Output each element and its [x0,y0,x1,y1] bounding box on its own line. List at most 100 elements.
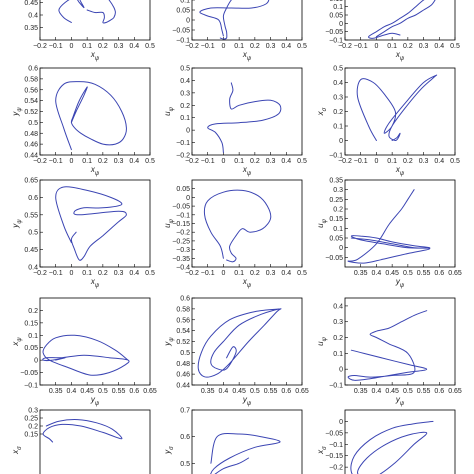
y-tick-label: 0.58 [24,76,38,83]
y-tick-label: −0.25 [172,238,190,245]
x-tick-label: −0.1 [354,158,368,165]
y-tick-label: −0.1 [176,212,190,219]
x-tick-label: −0.2 [33,270,47,277]
subplot-r1-c2: −0.2 −0.1 0 0.1 0.2 0.3 0.4 0.5 −0.1 0 0.1 0.2 0.3 0.… [316,66,460,178]
x-axis-label: xψ [242,277,252,289]
y-tick-label: 0.2 [333,109,343,116]
x-tick-label: 0.4 [129,158,139,165]
y-tick-label: 0.3 [28,408,38,415]
y-tick-label: 0 [186,128,190,135]
x-tick-label: 0.45 [80,388,94,395]
x-tick-label: 0.45 [385,388,399,395]
trajectory-line [210,433,281,474]
x-tick-label: 0.5 [98,388,108,395]
y-tick-label: 0.3 [333,319,343,326]
x-tick-label: 0.6 [434,270,444,277]
x-tick-label: 0.45 [385,270,399,277]
y-axis-label: xψ [11,337,23,347]
subplot-r4-c0: 0.150.20.250.3 xσ [11,408,151,474]
y-tick-label: 0.25 [329,197,343,204]
trajectory-line [203,189,272,263]
y-tick-label: 0.2 [28,308,38,315]
y-tick-label: 0.15 [24,320,38,327]
y-tick-label: 0.5 [180,66,190,73]
y-tick-label: −0.3 [176,247,190,254]
plot-frame [39,297,151,386]
y-tick-label: −0.2 [176,230,190,237]
x-tick-label: 0.1 [234,270,244,277]
y-tick-label: 0.25 [24,416,38,423]
x-axis-label: yψ [242,395,252,407]
y-tick-label: −0.1 [329,38,343,45]
y-tick-label: −0.2 [329,465,343,472]
y-tick-label: 0.44 [24,153,38,160]
y-tick-label: 0.2 [333,335,343,342]
x-tick-label: 0.1 [234,158,244,165]
x-tick-label: 0.35 [49,388,63,395]
plot-frame [344,0,456,41]
x-tick-label: 0.1 [387,158,397,165]
y-axis-label: xσ [316,107,328,116]
trajectory-line [42,334,130,376]
y-tick-label: 0 [34,358,38,365]
y-axis-label: yψ [11,107,23,117]
y-axis-label: uψ [316,336,328,345]
x-tick-label: −0.2 [185,158,199,165]
x-axis-label: xψ [242,165,252,177]
x-tick-label: 0.55 [264,388,278,395]
y-axis-label: xσ [11,446,23,455]
x-tick-label: 0.5 [145,270,155,277]
plot-frame [39,0,151,41]
x-tick-label: 0.5 [297,43,307,50]
y-tick-label: 0.1 [28,333,38,340]
subplot-r0-c0: −0.2 −0.1 0 0.1 0.2 0.3 0.4 0.5 0.35 0.4 0.45 xψ [24,0,155,62]
x-tick-label: 0.4 [372,388,382,395]
y-tick-label: 0.3 [180,90,190,97]
x-tick-label: 0 [221,270,225,277]
y-tick-label: 0.6 [28,66,38,73]
x-tick-label: 0.1 [82,270,92,277]
y-tick-label: 0.45 [24,0,38,7]
y-tick-label: 0.6 [28,195,38,202]
x-axis-label: xψ [90,277,100,289]
y-tick-label: 0.48 [24,131,38,138]
y-axis-label: xσ [316,446,328,455]
x-tick-label: 0.4 [372,270,382,277]
plot-frame [344,67,456,156]
trajectory-line [356,74,438,142]
x-tick-label: −0.1 [201,270,215,277]
x-tick-label: 0.5 [145,43,155,50]
y-axis-label: yψ [163,337,175,347]
y-tick-label: 0.1 [333,4,343,11]
y-tick-label: 0.56 [176,317,190,324]
x-tick-label: 0.2 [98,270,108,277]
x-tick-label: 0.5 [450,43,460,50]
y-tick-label: 0.5 [180,350,190,357]
y-tick-label: 0.2 [333,207,343,214]
x-axis-label: xψ [395,165,405,177]
x-tick-label: 0.2 [98,43,108,50]
x-tick-label: 0.55 [417,388,431,395]
x-tick-label: 0.3 [266,270,276,277]
x-tick-label: −0.2 [185,270,199,277]
y-tick-label: 0.1 [180,115,190,122]
y-tick-label: −0.05 [20,370,38,377]
plot-frame [191,0,303,41]
y-tick-label: 0.52 [176,339,190,346]
subplot-r0-c1: −0.2 −0.1 0 0.1 0.2 0.3 0.4 0.5 −0.1 −0.05 0 0.05 0.… [172,0,307,62]
y-tick-label: 0.35 [24,25,38,32]
y-tick-label: 0.5 [28,230,38,237]
y-tick-label: 0.65 [24,178,38,185]
y-tick-label: −0.1 [329,153,343,160]
x-tick-label: 0.55 [112,388,126,395]
y-axis-label: uψ [163,218,175,227]
y-tick-label: 0 [339,21,343,28]
x-axis-label: xψ [242,50,252,62]
y-tick-label: −0.05 [172,204,190,211]
x-axis-label: xψ [395,50,405,62]
x-tick-label: 0.65 [448,388,462,395]
x-axis-label: xψ [90,50,100,62]
subplot-r3-c0: 0.35 0.4 0.45 0.5 0.55 0.6 0.65 −0.1 −0.05 0 0.05 0… [11,297,157,407]
y-tick-label: −0.15 [172,221,190,228]
subplot-r2-c2: 0.35 0.4 0.45 0.5 0.55 0.6 0.65 −0.05 0 0.05 0.1 0.… [316,178,462,290]
